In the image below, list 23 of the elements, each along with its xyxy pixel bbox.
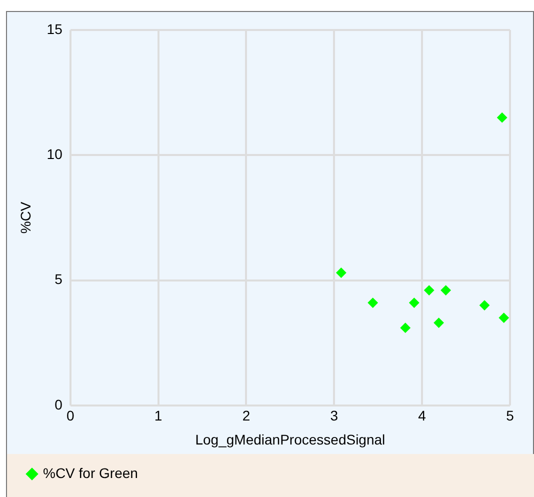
point (440, 285, 451, 296)
point (368, 298, 378, 308)
x-tick-label: 1 (154, 408, 162, 424)
point (400, 322, 410, 333)
y-tick-label: 5 (54, 271, 63, 288)
y-tick-label: 0 (54, 396, 63, 412)
point (409, 298, 420, 308)
y-axis-title: %CV (17, 201, 34, 234)
point (498, 312, 509, 323)
point (497, 112, 508, 123)
point (434, 318, 444, 328)
x-tick-label: 4 (418, 408, 426, 424)
point (424, 285, 434, 296)
x-axis-title: Log_gMedianProcessedSignal (195, 431, 386, 448)
point (480, 300, 490, 310)
x-tick-label: 3 (330, 408, 338, 424)
x-tick-label: 5 (506, 408, 514, 424)
y-tick-label: 15 (46, 20, 63, 37)
x-tick-label: 2 (242, 408, 250, 424)
legend-label: %CV for Green (43, 464, 138, 481)
point (336, 268, 346, 278)
x-tick-label: 0 (66, 408, 74, 424)
y-tick-label: 10 (46, 146, 63, 162)
